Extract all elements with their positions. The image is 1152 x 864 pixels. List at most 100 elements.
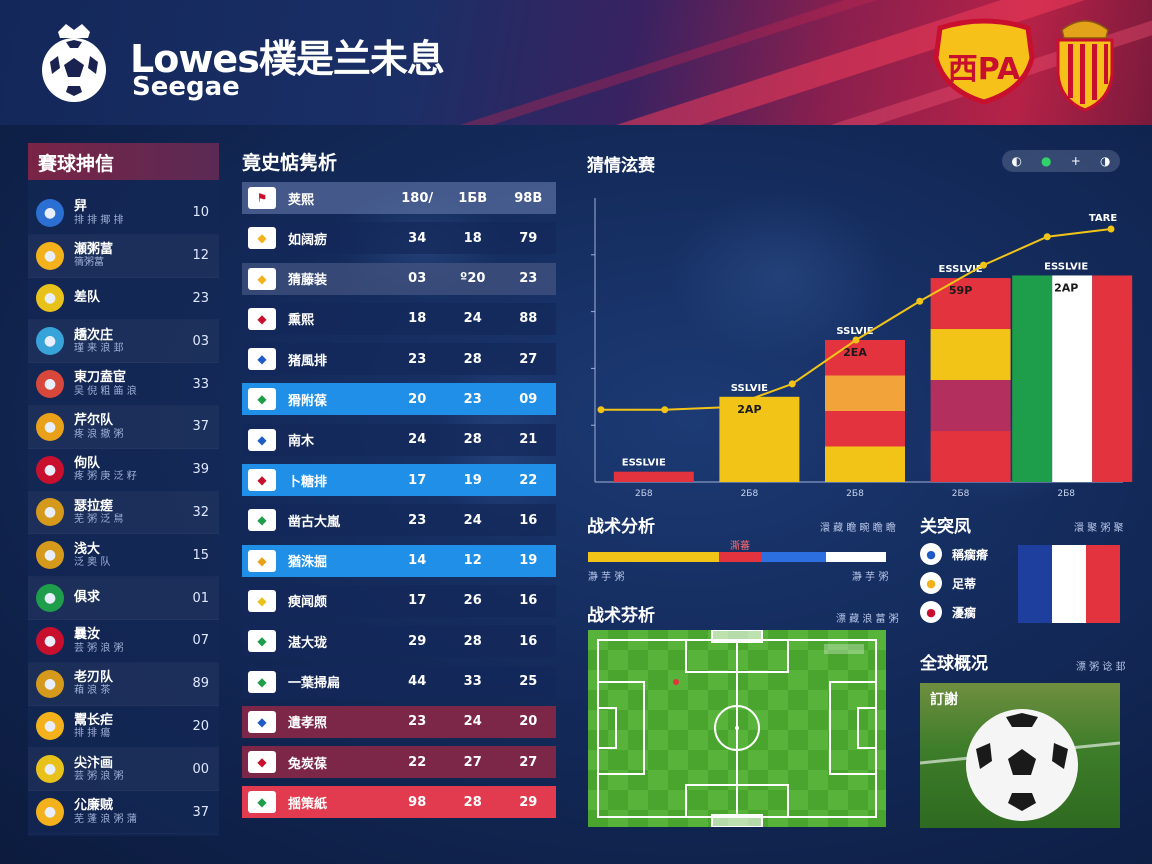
tactics-segment-blue [760, 552, 827, 562]
team-row[interactable]: ● 鬻长疟排 排 瘍 20 [28, 706, 219, 749]
stats-row[interactable]: ◆ 猪風排 23 28 27 [242, 343, 556, 376]
stats-col1: 17 [408, 472, 427, 488]
team-name: 趫次庄 [74, 327, 114, 343]
chart-title: 猜情泫赛 [587, 156, 655, 176]
royal-crest-icon: ● [36, 798, 64, 827]
stats-col3: 16 [519, 593, 538, 609]
bar-label: SSLVIE [836, 326, 873, 337]
team-subtitle: 瑾 来 浪 邽 [74, 342, 124, 354]
team-text: 東刀盍宦吴 倪 粗 筁 浪 [74, 371, 187, 397]
royal-crest-icon: ● [920, 572, 942, 594]
team-row[interactable]: ● 芹尔队疼 浪 撤 粥 37 [28, 405, 219, 449]
team-row[interactable]: ● 舁排 排 揶 排 10 [28, 192, 219, 235]
team-row[interactable]: ● 老刃队葙 浪 茶 89 [28, 662, 219, 706]
royal-crest-icon: ● [36, 712, 64, 741]
trend-point [852, 336, 860, 344]
stats-row[interactable]: ◆ 猜藤装 03 º20 23 [242, 262, 556, 295]
team-row[interactable]: ● 差队 23 [28, 278, 219, 321]
spain-flag-icon: ◆ [248, 589, 276, 612]
stats-col2: 27 [463, 754, 482, 770]
stats-row[interactable]: ◆ 湛大珑 29 28 16 [242, 625, 556, 658]
trend-point [661, 406, 669, 414]
royal-crest-icon: ● [36, 241, 64, 270]
stats-col3: 16 [519, 633, 538, 649]
photo-label: 訂謝 [930, 692, 958, 708]
bar-segment [613, 471, 694, 482]
team-row[interactable]: ● 俱求 01 [28, 577, 219, 620]
stats-header-row: ⚑ 荚熙 180/ 1БВ 98В [242, 182, 556, 214]
bar-segment [1092, 275, 1133, 482]
stats-col2: º20 [460, 271, 486, 287]
lineup-item[interactable]: ● 瀀瘸 [920, 601, 976, 623]
stats-row[interactable]: ◆ 猾附葆 20 23 09 [242, 383, 556, 416]
team-subtitle: 芜 粥 泛 舃 [74, 514, 124, 526]
stats-team-name: 熏熙 [288, 313, 315, 329]
stats-col1: 18 [408, 311, 427, 327]
team-row[interactable]: ● 尖汴画芸 粥 浪 粥 00 [28, 748, 219, 792]
stats-row[interactable]: ◆ 凿古大嵐 23 24 16 [242, 504, 556, 537]
stats-col3: 09 [519, 391, 538, 407]
team-subtitle: 排 排 揶 排 [74, 214, 124, 226]
team-name: 尖汴画 [74, 755, 114, 771]
stats-header-col1: 180/ [401, 190, 434, 206]
team-row[interactable]: ● 趫次庄瑾 来 浪 邽 03 [28, 320, 219, 364]
soccer-pitch-diagram[interactable] [588, 630, 886, 827]
stats-row[interactable]: ◆ 南木 24 28 21 [242, 423, 556, 456]
tactics-bar [588, 552, 886, 562]
scotland-flag-icon: ◆ [248, 348, 276, 371]
app-title: Lowes樸是兰未息 [130, 37, 445, 81]
settings-button[interactable]: ◑ [1100, 154, 1111, 168]
team-name: 差队 [74, 290, 101, 306]
team-row[interactable]: ● 東刀盍宦吴 倪 粗 筁 浪 33 [28, 363, 219, 406]
team-text: 瑟拉瘥芜 粥 泛 舃 [74, 499, 187, 526]
teams-panel-title: 賽球抻信 [28, 143, 219, 180]
zoom-in-button[interactable]: + [1070, 154, 1081, 168]
team-name: 尣廉贼 [74, 798, 114, 814]
team-row[interactable]: ● 曩汝芸 粥 浪 粥 07 [28, 620, 219, 663]
bar-segment [930, 431, 1011, 482]
team-text: 佝队疼 粥 庚 泛 籽 [74, 456, 187, 482]
team-row[interactable]: ● 尣廉贼芜 蓬 浪 粥 蒲 37 [28, 791, 219, 834]
team-row[interactable]: ● 瀬粥葍 篟粥葍 12 [28, 234, 219, 278]
lineup-item[interactable]: ● 稱瘸瘠 [920, 543, 988, 565]
stats-col2: 19 [463, 472, 482, 488]
team-row[interactable]: ● 佝队疼 粥 庚 泛 籽 39 [28, 449, 219, 492]
stats-header-name: 荚熙 [288, 192, 315, 208]
team-name: 鬻长疟 [74, 712, 114, 728]
stats-row[interactable]: ◆ 卜糖排 17 19 22 [242, 464, 556, 497]
stats-team-name: 遺孝照 [288, 716, 328, 732]
royal-crest-icon: ◆ [248, 227, 276, 250]
team-row[interactable]: ● 瑟拉瘥芜 粥 泛 舃 32 [28, 491, 219, 535]
lineup-item[interactable]: ● 足蒂 [920, 572, 976, 594]
x-tick-label: 2Б8 [741, 489, 759, 499]
stats-row[interactable]: ◆ 熏熙 18 24 88 [242, 302, 556, 335]
france-flag-icon [1018, 545, 1120, 623]
stats-col1: 29 [408, 633, 427, 649]
stats-row[interactable]: ◆ 遺孝照 23 24 20 [242, 705, 556, 738]
stats-row[interactable]: ◆ 瘐闻颇 17 26 16 [242, 584, 556, 617]
team-value: 32 [192, 504, 209, 520]
bar-segment [930, 380, 1011, 432]
stats-row[interactable]: ◆ 如阔疬 34 18 79 [242, 222, 556, 255]
club-crest-icon: ● [36, 370, 64, 399]
tactics-segment-yellow [588, 552, 720, 562]
team-subtitle: 篟粥葍 [74, 257, 104, 269]
theme-toggle-button[interactable]: ◐ [1011, 154, 1022, 168]
team-text: 差队 [74, 290, 187, 306]
stats-col1: 03 [408, 271, 427, 287]
stats-col1: 17 [408, 593, 427, 609]
soccer-ball-logo-icon [42, 24, 106, 102]
team-value: 20 [192, 718, 209, 734]
stats-col3: 79 [519, 230, 538, 246]
stats-row[interactable]: ◆ 揺策紙 98 28 29 [242, 786, 556, 819]
stats-row[interactable]: ◆ 兔炭葆 22 27 27 [242, 746, 556, 779]
team-name: 浅大 [74, 541, 101, 557]
status-toggle-button[interactable]: ● [1041, 154, 1052, 168]
stats-row[interactable]: ◆ 猶洙掘 14 12 19 [242, 544, 556, 577]
bar-label: SSLVIE [731, 383, 768, 394]
stats-row[interactable]: ◆ 一葉掃扁 44 33 25 [242, 665, 556, 698]
team-value: 12 [192, 248, 209, 264]
chart-controls: ◐ ● + ◑ [1002, 150, 1120, 172]
team-value: 33 [192, 376, 209, 392]
team-row[interactable]: ● 浅大泛 奥 队 15 [28, 534, 219, 577]
